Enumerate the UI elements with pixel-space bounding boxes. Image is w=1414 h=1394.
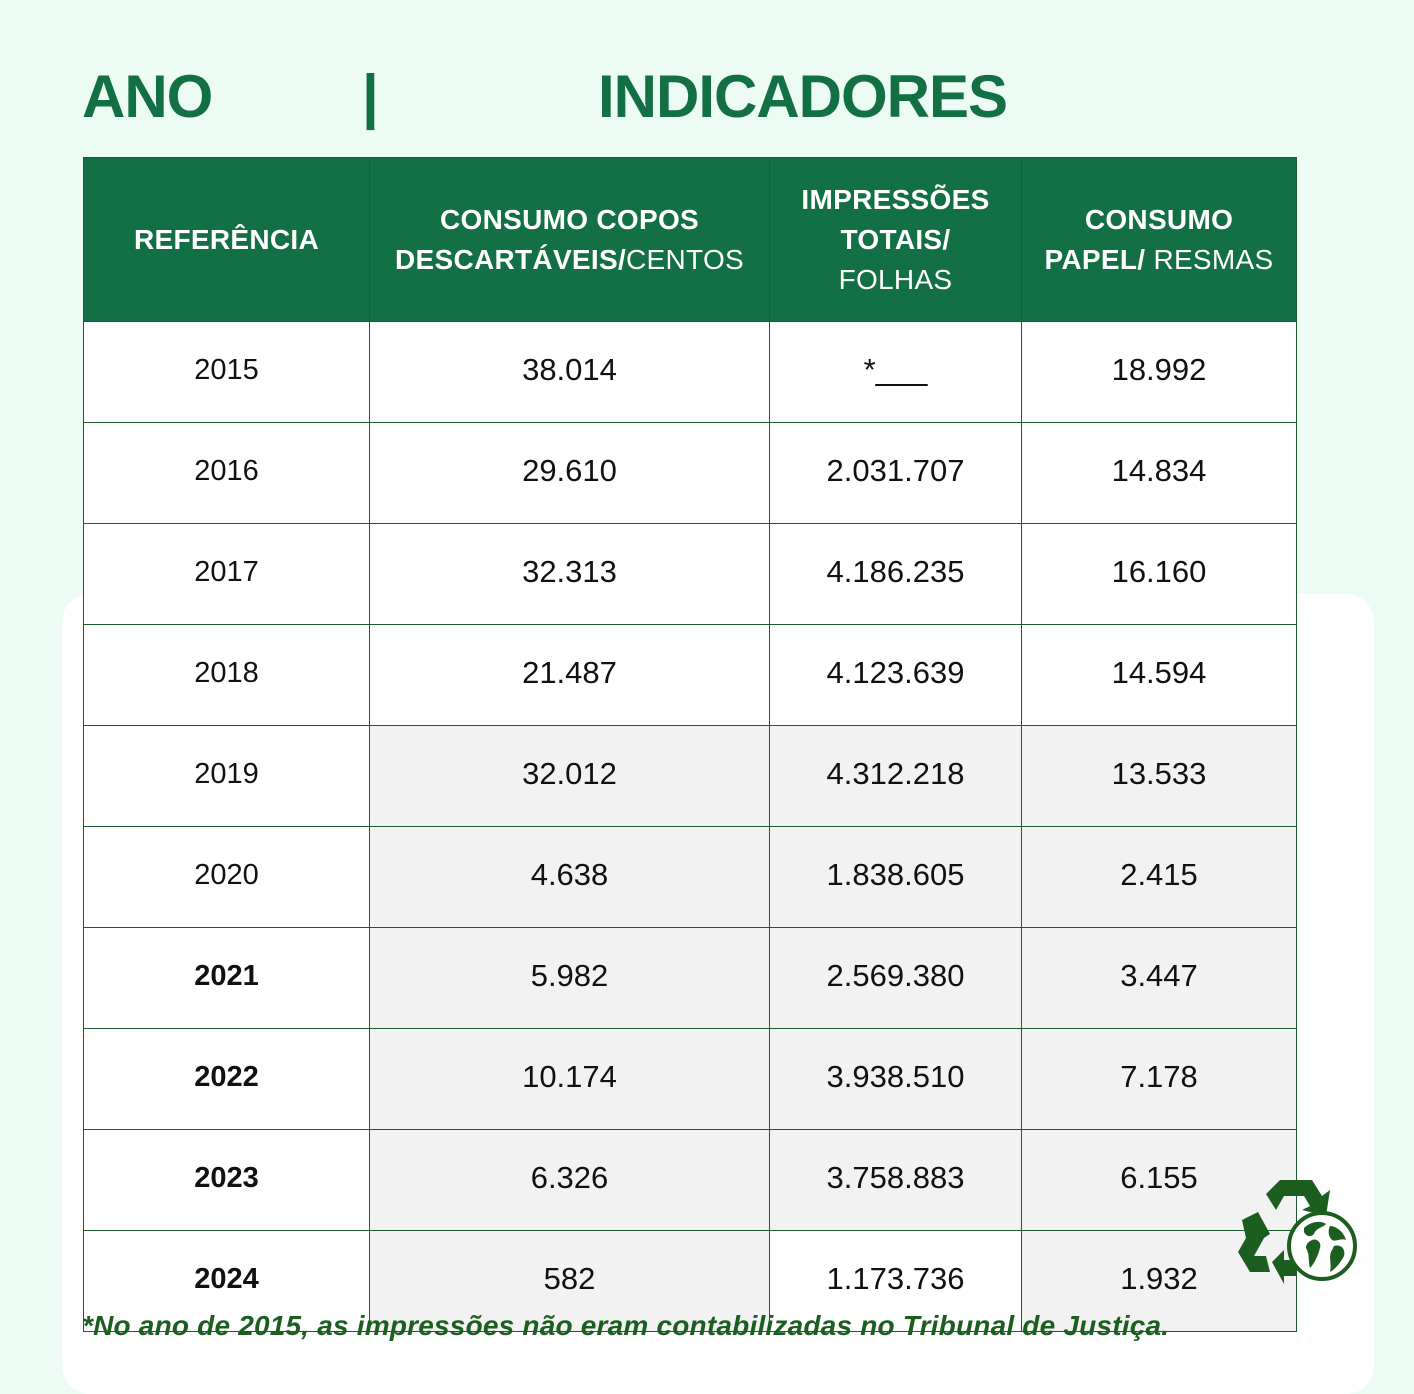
cell-copos: 5.982 [369, 927, 770, 1029]
table-header-row: REFERÊNCIA CONSUMO COPOS DESCARTÁVEIS/CE… [83, 157, 1297, 322]
table-row: 2018 21.487 4.123.639 14.594 [83, 624, 1297, 726]
cell-year: 2018 [83, 624, 370, 726]
cell-papel: 1.932 [1021, 1230, 1297, 1332]
cell-copos: 38.014 [369, 321, 770, 423]
recycle-globe-icon [1236, 1176, 1358, 1288]
cell-year: 2016 [83, 422, 370, 524]
header-papel-unit: RESMAS [1153, 243, 1274, 275]
cell-impressoes: 4.312.218 [769, 725, 1022, 827]
table-row: 2023 6.326 3.758.883 6.155 [83, 1129, 1297, 1231]
header-impressoes-unit: FOLHAS [838, 263, 953, 295]
title-ano: ANO [82, 63, 213, 130]
cell-copos: 6.326 [369, 1129, 770, 1231]
header-copos-label: CONSUMO COPOS DESCARTÁVEIS/ [394, 203, 700, 275]
header-impressoes-label: IMPRESSÕES TOTAIS/ [801, 183, 990, 255]
cell-copos: 32.012 [369, 725, 770, 827]
cell-papel: 14.594 [1021, 624, 1297, 726]
header-copos: CONSUMO COPOS DESCARTÁVEIS/CENTOS [369, 157, 770, 322]
indicators-table: REFERÊNCIA CONSUMO COPOS DESCARTÁVEIS/CE… [83, 157, 1297, 1332]
header-papel: CONSUMO PAPEL/ RESMAS [1021, 157, 1297, 322]
table-row: 2017 32.313 4.186.235 16.160 [83, 523, 1297, 625]
cell-impressoes: 1.173.736 [769, 1230, 1022, 1332]
cell-copos: 4.638 [369, 826, 770, 928]
title-indicadores: INDICADORES [598, 63, 1008, 130]
cell-year: 2024 [83, 1230, 370, 1332]
table-row: 2020 4.638 1.838.605 2.415 [83, 826, 1297, 928]
cell-year: 2017 [83, 523, 370, 625]
cell-year: 2020 [83, 826, 370, 928]
header-copos-unit: CENTOS [626, 243, 745, 275]
page-title: ANO | INDICADORES [0, 62, 1414, 132]
cell-year: 2015 [83, 321, 370, 423]
header-referencia: REFERÊNCIA [83, 157, 370, 322]
cell-impressoes: 3.938.510 [769, 1028, 1022, 1130]
cell-impressoes: 2.031.707 [769, 422, 1022, 524]
table-row: 2024 582 1.173.736 1.932 [83, 1230, 1297, 1332]
cell-papel: 2.415 [1021, 826, 1297, 928]
cell-papel: 16.160 [1021, 523, 1297, 625]
cell-copos: 21.487 [369, 624, 770, 726]
table-row: 2016 29.610 2.031.707 14.834 [83, 422, 1297, 524]
cell-impressoes: 4.123.639 [769, 624, 1022, 726]
cell-copos: 32.313 [369, 523, 770, 625]
title-separator: | [362, 63, 379, 130]
cell-impressoes: 3.758.883 [769, 1129, 1022, 1231]
table-row: 2015 38.014 *___ 18.992 [83, 321, 1297, 423]
cell-copos: 582 [369, 1230, 770, 1332]
header-referencia-label: REFERÊNCIA [133, 223, 319, 255]
cell-papel: 13.533 [1021, 725, 1297, 827]
cell-year: 2022 [83, 1028, 370, 1130]
table-row: 2021 5.982 2.569.380 3.447 [83, 927, 1297, 1029]
cell-year: 2021 [83, 927, 370, 1029]
cell-papel: 6.155 [1021, 1129, 1297, 1231]
header-impressoes: IMPRESSÕES TOTAIS/ FOLHAS [769, 157, 1022, 322]
cell-copos: 10.174 [369, 1028, 770, 1130]
cell-impressoes: *___ [769, 321, 1022, 423]
table-row: 2019 32.012 4.312.218 13.533 [83, 725, 1297, 827]
footnote: *No ano de 2015, as impressões não eram … [82, 1310, 1170, 1341]
header-papel-label: CONSUMO PAPEL/ [1044, 203, 1234, 275]
cell-impressoes: 1.838.605 [769, 826, 1022, 928]
cell-impressoes: 4.186.235 [769, 523, 1022, 625]
cell-papel: 18.992 [1021, 321, 1297, 423]
cell-papel: 7.178 [1021, 1028, 1297, 1130]
cell-year: 2023 [83, 1129, 370, 1231]
cell-copos: 29.610 [369, 422, 770, 524]
cell-papel: 14.834 [1021, 422, 1297, 524]
cell-papel: 3.447 [1021, 927, 1297, 1029]
table-row: 2022 10.174 3.938.510 7.178 [83, 1028, 1297, 1130]
cell-impressoes: 2.569.380 [769, 927, 1022, 1029]
cell-year: 2019 [83, 725, 370, 827]
